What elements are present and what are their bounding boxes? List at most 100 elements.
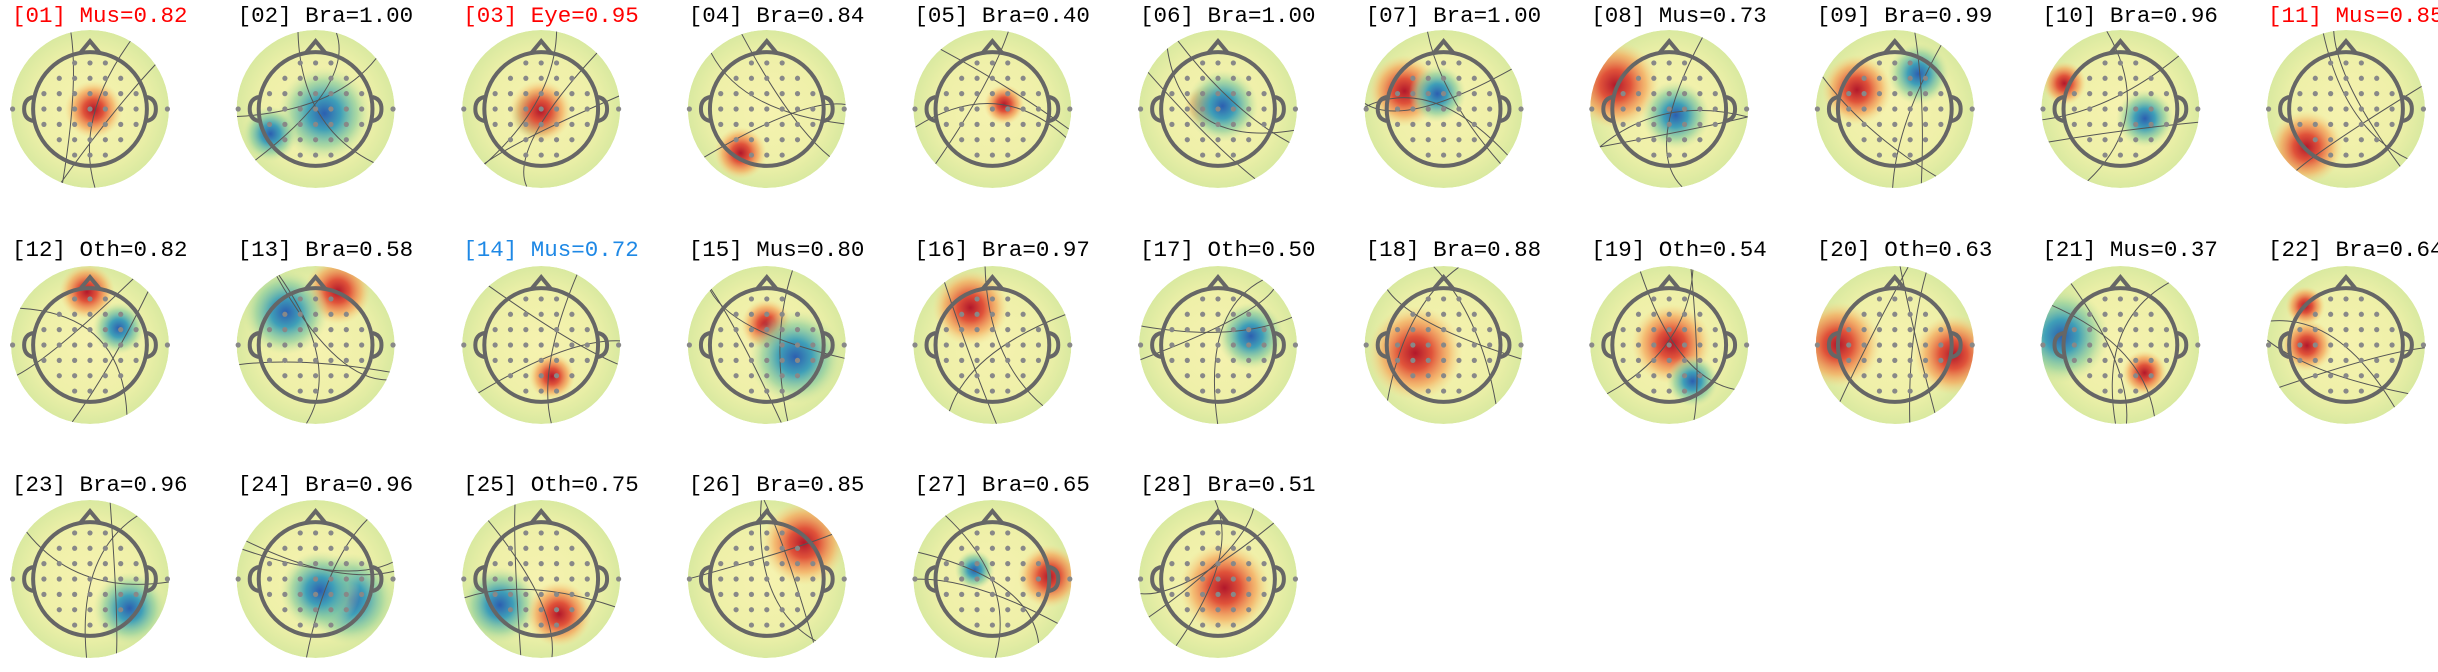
contour — [2267, 339, 2409, 395]
electrode — [2374, 91, 2380, 97]
topomap: [06] Bra=1.00 — [1137, 3, 1316, 188]
electrode — [841, 342, 847, 348]
electrode — [1020, 311, 1026, 317]
electrode — [989, 296, 996, 302]
electrode — [1441, 357, 1447, 363]
electrode — [1651, 388, 1657, 394]
map-blob — [761, 500, 846, 586]
electrode — [2133, 388, 2139, 394]
electrode — [313, 607, 319, 613]
electrode — [1666, 311, 1672, 317]
electrode — [9, 342, 16, 348]
electrode — [1814, 106, 1820, 112]
electrode — [523, 373, 529, 379]
head — [1835, 286, 1954, 404]
component-title: [23] Bra=0.96 — [12, 472, 188, 498]
component-title: [14] Mus=0.72 — [463, 237, 639, 263]
electrode — [1230, 327, 1236, 333]
electrode — [764, 106, 770, 112]
electrode — [974, 607, 980, 613]
electrode — [1938, 327, 1944, 333]
ear-left — [2278, 331, 2290, 359]
electrode — [1394, 357, 1401, 363]
electrode — [1200, 591, 1206, 597]
electrode — [912, 576, 918, 582]
nose — [304, 273, 328, 291]
electrode — [507, 561, 514, 567]
electrode — [2163, 357, 2170, 363]
electrode — [1230, 388, 1236, 394]
electrode — [118, 327, 124, 333]
electrode — [1215, 106, 1221, 112]
electrode — [1261, 91, 1267, 97]
electrode — [1005, 591, 1011, 597]
nose — [980, 37, 1004, 55]
electrode — [2102, 357, 2108, 363]
electrode — [1410, 137, 1416, 143]
electrode — [507, 91, 514, 97]
electrode — [102, 342, 108, 348]
electrode — [974, 530, 980, 536]
electrode — [538, 591, 544, 597]
electrode — [569, 357, 575, 363]
electrode — [764, 75, 770, 81]
electrode — [2071, 106, 2077, 112]
electrode — [1635, 311, 1642, 317]
nose — [1206, 273, 1230, 291]
electrode — [1651, 60, 1657, 66]
electrode — [2117, 327, 2123, 333]
component-title: [11] Mus=0.85 — [2268, 3, 2438, 29]
electrode — [2343, 388, 2349, 394]
electrode — [779, 622, 785, 628]
electrode — [297, 60, 303, 66]
electrode — [1425, 388, 1431, 394]
electrode — [1005, 121, 1011, 127]
electrode — [1876, 75, 1883, 81]
electrode — [748, 607, 755, 613]
electrode — [989, 607, 996, 613]
electrode — [297, 311, 303, 317]
topomap: [13] Bra=0.58 — [235, 237, 413, 424]
map-blob — [2122, 350, 2167, 396]
electrode — [1892, 106, 1898, 112]
electrode — [1620, 327, 1626, 333]
electrode — [507, 311, 514, 317]
electrode — [1020, 373, 1026, 379]
topomap: [25] Oth=0.75 — [461, 472, 639, 658]
electrode — [733, 106, 739, 112]
electrode — [523, 607, 529, 613]
electrode — [507, 545, 514, 551]
electrode — [1425, 91, 1431, 97]
electrode — [1681, 106, 1688, 112]
electrode — [2071, 342, 2077, 348]
electrode — [1005, 75, 1011, 81]
electrode — [72, 342, 78, 348]
electrode — [72, 545, 78, 551]
electrode — [569, 576, 575, 582]
topomap: [11] Mus=0.85 — [2265, 3, 2438, 188]
electrode — [959, 357, 965, 363]
electrode — [553, 622, 560, 628]
electrode — [794, 545, 801, 551]
electrode — [1215, 530, 1221, 536]
electrode — [328, 60, 334, 66]
electrode — [1230, 137, 1236, 143]
electrode — [748, 388, 755, 394]
electrode — [794, 327, 801, 333]
electrode — [1215, 545, 1221, 551]
ear-right — [597, 95, 610, 123]
electrode — [1410, 357, 1416, 363]
electrode — [1471, 373, 1477, 379]
electrode — [266, 342, 273, 348]
electrode — [2343, 91, 2349, 97]
topomap: [03] Eye=0.95 — [461, 3, 639, 188]
electrode — [1471, 327, 1477, 333]
electrode — [1020, 342, 1026, 348]
electrode — [538, 373, 544, 379]
electrode — [1005, 357, 1011, 363]
electrode — [2102, 373, 2108, 379]
electrode — [2102, 106, 2108, 112]
electrode — [1261, 342, 1267, 348]
electrode — [2358, 311, 2364, 317]
electrode — [1137, 576, 1144, 582]
